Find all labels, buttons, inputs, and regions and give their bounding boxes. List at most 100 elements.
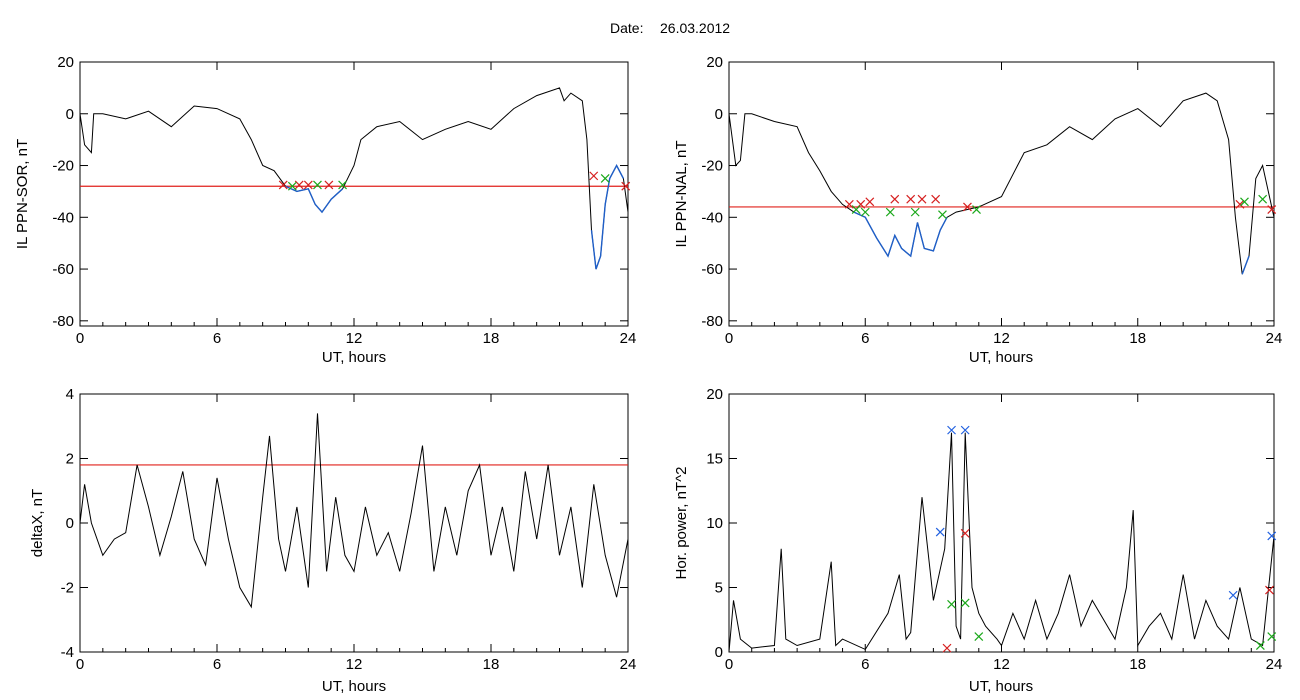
x-axis-label: UT, hours [322,678,386,695]
y-axis-label: Hor. power, nT^2 [673,467,690,580]
y-tick-label: -20 [52,158,74,175]
x-tick-label: 0 [76,656,84,673]
marker-blue [1228,590,1238,600]
x-tick-label: 12 [993,330,1010,347]
y-tick-label: -60 [52,261,74,278]
date-label: Date: [610,20,643,36]
marker-red [931,194,941,204]
highlight-segment [285,185,344,214]
marker-green [851,205,861,214]
x-tick-label: 0 [725,656,733,673]
y-tick-label: 20 [706,54,723,71]
marker-red [942,643,952,653]
marker-red [294,180,304,190]
x-axis-label: UT, hours [969,678,1033,695]
x-tick-label: 24 [620,656,637,673]
x-tick-label: 18 [1129,330,1146,347]
x-axis-ticks: 0 6 12 18 24 [725,394,1283,673]
x-tick-label: 24 [1266,330,1283,347]
y-tick-label: 4 [66,386,74,403]
x-tick-label: 6 [213,656,221,673]
x-tick-label: 12 [346,330,363,347]
highlight-segment [590,163,625,270]
y-axis-ticks: -80 -60 -40 -20 0 20 [52,54,628,330]
marker-red [960,528,970,538]
marker-red [963,202,972,212]
marker-blue [1267,531,1277,541]
series-line [728,432,1275,653]
x-tick-label: 12 [346,656,363,673]
series-layer [79,413,629,609]
marker-red [324,180,334,190]
marker-green [938,210,947,220]
marker-green [974,632,984,641]
y-axis-label: IL PPN-SOR, nT [14,139,31,249]
y-tick-label: 20 [57,54,74,71]
y-axis-ticks: -80 -60 -40 -20 0 20 [701,54,1274,330]
x-tick-label: 6 [861,656,869,673]
marker-blue [935,527,945,537]
y-tick-label: 15 [706,451,723,468]
highlight-segment [853,211,948,258]
x-axis-label: UT, hours [322,349,386,366]
marker-red [1265,585,1274,595]
marker-red [621,181,631,191]
marker-blue [960,425,970,435]
marker-red [1235,199,1245,209]
x-tick-label: 6 [861,330,869,347]
marker-green [910,207,920,217]
marker-red [278,180,288,190]
y-tick-label: -2 [61,580,74,597]
y-axis-label: IL PPN-NAL, nT [673,141,690,248]
marker-green [600,174,610,183]
x-tick-label: 24 [1266,656,1283,673]
y-tick-label: -60 [701,261,723,278]
marker-layer [278,171,631,191]
y-axis-ticks: -4 -2 0 2 4 [61,386,628,661]
y-axis-ticks: 0 5 10 15 20 [706,386,1274,661]
panel-p2: 0 6 12 18 24 -80 -60 -40 -20 0 20 UT, hours IL PP… [673,54,1282,366]
marker-green [338,180,348,190]
y-tick-label: -40 [52,209,74,226]
x-tick-label: 12 [993,656,1010,673]
marker-layer [935,425,1277,653]
marker-green [885,207,895,217]
marker-red [303,180,313,190]
x-tick-label: 0 [725,330,733,347]
series-layer [79,87,629,270]
series-layer [728,432,1275,653]
marker-red [906,194,916,204]
marker-green [1258,194,1268,204]
y-tick-label: 0 [715,106,723,123]
x-tick-label: 18 [483,656,500,673]
highlight-segment [1241,255,1250,275]
marker-green [313,180,322,190]
marker-red [865,197,875,207]
series-layer [728,92,1275,275]
y-tick-label: -20 [701,158,723,175]
marker-red [589,171,599,181]
marker-red [890,194,900,204]
panel-p4: 0 6 12 18 24 0 5 10 15 20 UT, hours Hor. power, … [673,386,1282,695]
marker-layer [844,194,1277,220]
series-line [79,413,629,609]
y-tick-label: 20 [706,386,723,403]
y-tick-label: 2 [66,451,74,468]
marker-blue [947,425,956,435]
x-axis-ticks: 0 6 12 18 24 [76,62,636,347]
series-line [79,87,629,270]
marker-green [947,599,956,609]
marker-green [960,598,970,608]
y-tick-label: 10 [706,515,723,532]
y-tick-label: 0 [66,106,74,123]
x-axis-ticks: 0 6 12 18 24 [725,62,1283,347]
date-value: 26.03.2012 [660,20,730,36]
x-tick-label: 18 [483,330,500,347]
x-tick-label: 18 [1129,656,1146,673]
series-line [728,92,1275,275]
y-axis-label: deltaX, nT [29,489,46,557]
plot-frame [79,393,629,653]
plot-frame [79,61,629,327]
